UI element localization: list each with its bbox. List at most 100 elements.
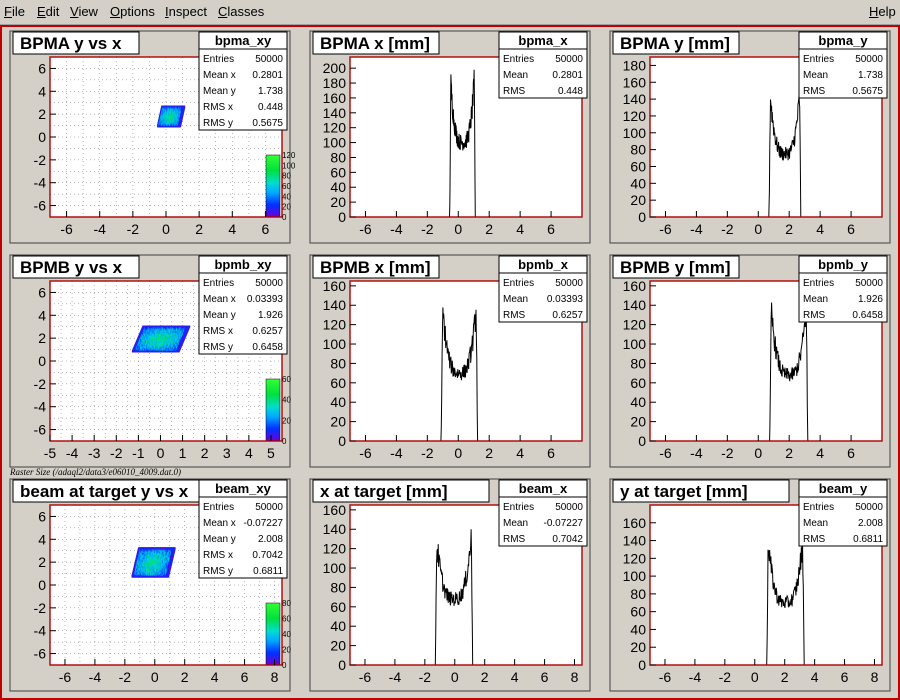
stats-label: RMS bbox=[503, 534, 526, 545]
stats-label: Mean bbox=[803, 518, 828, 529]
stats-name: bpma_y bbox=[818, 33, 868, 48]
y-tick-label: 20 bbox=[630, 414, 646, 430]
menu-help[interactable]: Help bbox=[869, 4, 896, 19]
y-tick-label: 80 bbox=[630, 586, 646, 602]
stats-value: 2.008 bbox=[858, 518, 883, 529]
y-tick-label: 40 bbox=[630, 175, 646, 191]
y-tick-label: -6 bbox=[34, 422, 47, 438]
x-tick-label: 0 bbox=[454, 445, 462, 461]
x-tick-label: -5 bbox=[44, 445, 57, 461]
title-box bbox=[612, 255, 740, 279]
stats-box-frame bbox=[798, 31, 888, 99]
y-tick-label: 120 bbox=[623, 108, 647, 124]
histogram-line bbox=[350, 529, 582, 666]
y-tick-label: 140 bbox=[623, 533, 647, 549]
menu-classes[interactable]: Classes bbox=[218, 4, 265, 19]
y-tick-label: 6 bbox=[38, 508, 46, 524]
palette-label: 40 bbox=[282, 630, 291, 639]
y-tick-label: 100 bbox=[623, 125, 647, 141]
chart-title: x at target [mm] bbox=[312, 479, 490, 503]
x-tick-label: 6 bbox=[841, 669, 849, 685]
chart-title: beam at target y vs x bbox=[12, 479, 240, 503]
menu-view[interactable]: View bbox=[70, 4, 98, 19]
x-tick-label: -2 bbox=[119, 669, 132, 685]
menu-options[interactable]: Options bbox=[110, 4, 155, 19]
stats-label: RMS y bbox=[203, 566, 233, 577]
y-tick-label: 2 bbox=[38, 554, 46, 570]
frame-border bbox=[649, 56, 883, 218]
x-tick-label: 1 bbox=[179, 445, 187, 461]
stats-label: RMS bbox=[803, 534, 826, 545]
y-tick-label: 120 bbox=[623, 317, 647, 333]
x-tick-label: -2 bbox=[721, 221, 734, 237]
panel-bpma_x[interactable]: -6 -4 -2 0 2 4 6020406080100120140160180200BPM… bbox=[309, 30, 591, 244]
chart-title: BPMB y [mm] bbox=[612, 255, 740, 279]
stats-value: 0.2801 bbox=[552, 70, 583, 81]
title-text: y at target [mm] bbox=[620, 482, 748, 501]
y-tick-label: -2 bbox=[34, 376, 47, 392]
y-tick-label: 20 bbox=[630, 192, 646, 208]
x-tick-label: 0 bbox=[754, 221, 762, 237]
stats-value: 0.448 bbox=[258, 102, 283, 113]
x-tick-label: 2 bbox=[195, 221, 203, 237]
x-tick-label: 4 bbox=[228, 221, 236, 237]
title-text: BPMB y vs x bbox=[20, 258, 123, 277]
stats-box-frame bbox=[798, 479, 888, 547]
heatmap-cells bbox=[131, 325, 191, 353]
stats-value: 50000 bbox=[555, 278, 583, 289]
histogram-line bbox=[350, 307, 582, 442]
stats-label: Mean y bbox=[203, 86, 236, 97]
stats-name: bpmb_x bbox=[518, 257, 569, 272]
x-tick-label: -2 bbox=[421, 445, 434, 461]
y-tick-label: 6 bbox=[38, 284, 46, 300]
frame-border bbox=[649, 280, 883, 442]
palette-label: 0 bbox=[282, 437, 287, 446]
y-tick-label: 60 bbox=[630, 604, 646, 620]
menu-edit[interactable]: Edit bbox=[37, 4, 60, 19]
y-tick-label: 160 bbox=[323, 278, 347, 294]
x-tick-label: -2 bbox=[421, 221, 434, 237]
raster-caption: Raster Size (/adaql2/data3/e06010_4009.d… bbox=[9, 467, 181, 477]
y-tick-label: -2 bbox=[34, 600, 47, 616]
x-tick-label: -4 bbox=[690, 221, 703, 237]
stats-value: 0.2801 bbox=[252, 70, 283, 81]
palette-label: 80 bbox=[282, 599, 291, 608]
stats-box: beam_xy Entries 50000 Mean x -0.07227 Mean y 2… bbox=[198, 479, 288, 579]
stats-box: bpma_xy Entries 50000 Mean x 0.2801 Mean y 1.7… bbox=[198, 31, 288, 131]
stats-value: 50000 bbox=[855, 54, 883, 65]
stats-label: RMS bbox=[803, 310, 826, 321]
x-tick-label: 2 bbox=[485, 445, 493, 461]
y-tick-label: 120 bbox=[323, 317, 347, 333]
y-tick-label: 100 bbox=[623, 568, 647, 584]
panel-beam_xy[interactable]: 0 20 40 60 80 -6 -4 -2 0 2 4 6 8 -6 -4 -2 0 2 4 6 beam at ta… bbox=[9, 478, 291, 692]
x-tick-label: 4 bbox=[245, 445, 253, 461]
panel-background bbox=[609, 478, 891, 692]
stats-value: 2.008 bbox=[258, 534, 283, 545]
x-tick-label: -6 bbox=[59, 669, 72, 685]
y-tick-label: 20 bbox=[330, 638, 346, 654]
x-tick-label: -6 bbox=[359, 669, 372, 685]
histogram-line bbox=[650, 302, 882, 442]
palette-bar bbox=[265, 378, 281, 442]
y-tick-label: -6 bbox=[34, 198, 47, 214]
menu-file[interactable]: File bbox=[4, 4, 25, 19]
chart-title: BPMB x [mm] bbox=[312, 255, 440, 279]
menu-inspect[interactable]: Inspect bbox=[165, 4, 207, 19]
stats-label: Mean x bbox=[203, 70, 236, 81]
y-tick-label: 60 bbox=[330, 375, 346, 391]
stats-label: RMS bbox=[803, 86, 826, 97]
panel-background bbox=[609, 30, 891, 244]
palette-label: 20 bbox=[282, 416, 291, 425]
x-tick-label: -3 bbox=[88, 445, 101, 461]
y-tick-label: 140 bbox=[323, 105, 347, 121]
stats-value: -0.07227 bbox=[544, 518, 584, 529]
stats-value: 0.6257 bbox=[252, 326, 283, 337]
